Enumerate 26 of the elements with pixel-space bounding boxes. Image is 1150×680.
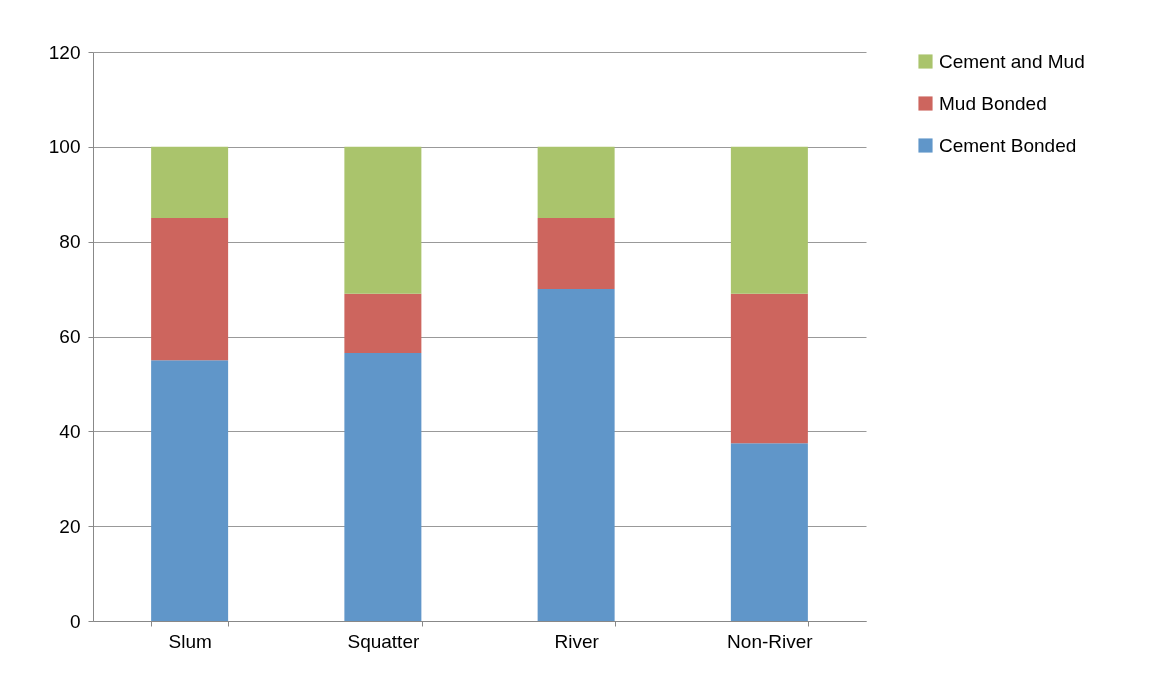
- y-tick-label: 20: [59, 515, 81, 537]
- x-tick-label: Non-River: [727, 630, 814, 652]
- bar: [730, 146, 808, 294]
- y-tick-label: 120: [48, 41, 81, 63]
- y-tick-label: 60: [59, 326, 81, 347]
- bar: [151, 360, 229, 621]
- legend-label: Cement Bonded: [939, 134, 1077, 156]
- bar: [537, 289, 615, 621]
- y-tick-label: 40: [59, 420, 81, 442]
- legend-label: Mud Bonded: [939, 92, 1047, 114]
- y-tick-label: 80: [59, 231, 81, 253]
- bar: [344, 293, 422, 354]
- bar: [151, 217, 229, 361]
- y-tick-label: 0: [69, 610, 81, 632]
- bar: [730, 443, 808, 621]
- bar: [730, 293, 808, 444]
- legend-label: Cement and Mud: [939, 50, 1085, 72]
- x-tick-label: Squatter: [347, 630, 420, 652]
- bar: [537, 217, 615, 290]
- bar: [344, 146, 422, 294]
- y-tick-label: 100: [48, 136, 81, 158]
- bar: [537, 146, 615, 218]
- x-tick-label: River: [554, 630, 600, 652]
- bar: [344, 353, 422, 621]
- bar: [151, 146, 229, 218]
- x-tick-label: Slum: [168, 630, 212, 652]
